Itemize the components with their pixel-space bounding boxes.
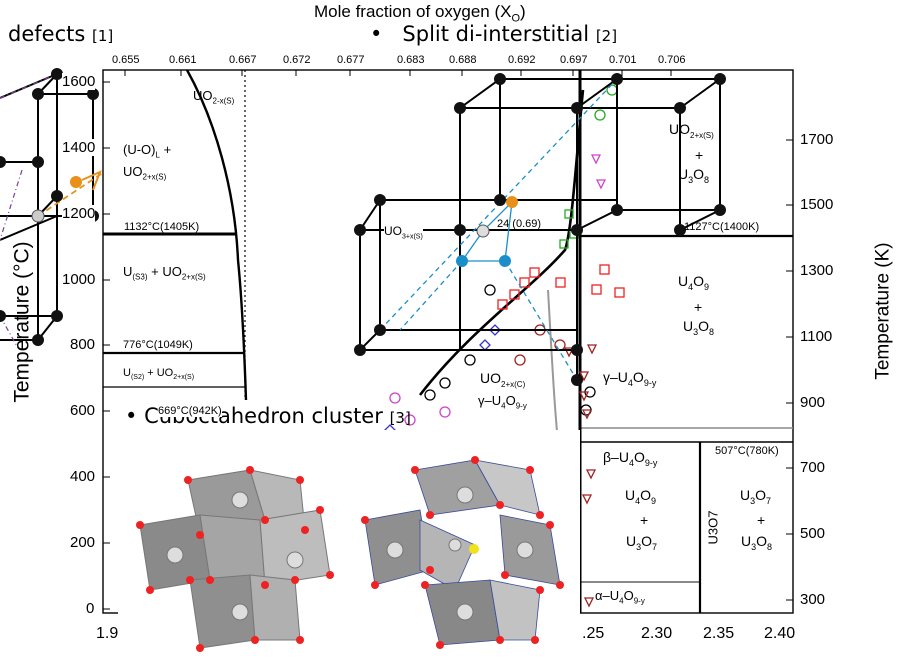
label-u3o8-a: U3O8 [678,166,710,185]
right-tick: 1300 [800,262,834,279]
label-u4o9-c: U4O9 [625,487,657,506]
label-507: 507°C(780K) [715,445,779,457]
label-plus-1: + [695,147,704,163]
left-tick: 1200 [62,205,96,222]
label-u4o9-a: U4O9 [678,273,710,292]
left-tick: 400 [70,468,96,485]
interstitial-arrow [81,170,102,191]
cuboctahedron-right [361,456,564,649]
label-776: 776°C(1049K) [123,339,193,351]
cluster-right-oxygen [361,456,564,649]
cluster-left-uranium [166,491,304,621]
top-tick: 0.683 [397,54,425,66]
right-tick: 500 [800,525,826,542]
bullet-split-di-interstitial: • Split di-interstitial [2] [370,22,618,46]
label-u3o7-vertical: U3O7 [705,510,721,545]
interstitial-path [37,171,105,217]
top-tick: 0.672 [283,54,311,66]
liquidus-curve [185,69,248,401]
label-u3o7-b: U3O7 [740,487,772,506]
cluster-left-oxygen [136,466,334,652]
top-tick: 0.706 [658,54,686,66]
left-tick: 600 [70,402,96,419]
bottom-tick: 2.30 [641,625,673,642]
label-uo2x-top: UO2+x(S) [669,121,714,140]
cuboctahedron-left [136,466,334,652]
label-uo2x-low: UO2+x(C) [480,370,526,389]
label-uo3: UO3+x(S) [384,224,423,241]
top-axis-title: Mole fraction of oxygen (XO) [314,2,526,25]
cluster-right-uranium [386,486,534,621]
right-tick-marks [786,139,793,601]
left-tick: 1000 [62,271,96,288]
right-tick: 300 [800,591,826,608]
label-gamma-2: γ–U4O9-y [478,393,527,411]
top-tick: 0.667 [229,54,257,66]
cube-left-diagonals [0,73,58,349]
label-liquid: (U-O)L + [123,142,172,160]
label-alpha: α–U4O9-y [595,588,645,606]
top-tick: 0.701 [609,54,637,66]
label-u3o8-c: U3O8 [741,533,773,552]
top-tick-marks [124,70,672,76]
phase-diagram [0,68,794,614]
label-plus-4: + [757,512,766,528]
bottom-tick: 2.40 [764,625,796,642]
left-tick: 800 [70,336,96,353]
left-axis-title: Temperature (°C) [10,241,34,403]
top-tick: 0.688 [449,54,477,66]
top-tick: 0.661 [169,54,197,66]
right-tick: 1500 [800,196,834,213]
right-axis-title: Temperature (K) [872,242,894,380]
label-u3o8-b: U3O8 [683,318,715,337]
right-tick: 700 [800,459,826,476]
bottom-tick: 2.35 [703,625,735,642]
bottom-tick: .25 [582,625,605,642]
label-plus-2: + [694,299,703,315]
bullet-defects: defects [1] [8,22,114,46]
right-tick: 900 [800,394,826,411]
cube-left-atoms [0,68,99,346]
left-tick: 1400 [62,139,96,156]
experimental-markers [384,84,625,608]
label-triple-point: 24 (0.69) [497,218,542,230]
left-tick: 1600 [62,73,96,90]
label-669: 669°C(942K) [158,405,222,417]
left-tick: 0 [86,600,95,617]
label-us3: U(S3) + UO2+x(S) [123,264,206,282]
top-tick: 0.697 [560,54,588,66]
label-plus-3: + [640,512,649,528]
label-uo2-x: UO2-x(S) [193,88,235,106]
right-tick: 1100 [800,328,833,345]
label-u3o7-a: U3O7 [626,533,658,552]
label-1127: 1127°C(1400K) [684,221,760,233]
right-tick: 1700 [800,131,834,148]
cube-right-atoms [354,73,726,386]
label-gamma: γ–U4O9-y [603,369,657,388]
cluster-left-faces [139,469,331,649]
top-tick: 0.692 [508,54,536,66]
left-tick-marks [103,81,110,610]
top-tick: 0.677 [337,54,365,66]
cluster-vacancy-marker [469,544,479,554]
label-beta: β–U4O9-y [603,449,658,468]
bottom-tick: 1.9 [96,625,119,642]
label-uo2-plus-x: UO2+x(S) [123,164,167,182]
top-tick: 0.655 [112,54,140,66]
label-us2: U(S2) + UO2+x(S) [123,367,195,382]
left-tick: 200 [70,534,96,551]
label-1132: 1132°C(1405K) [124,221,200,233]
